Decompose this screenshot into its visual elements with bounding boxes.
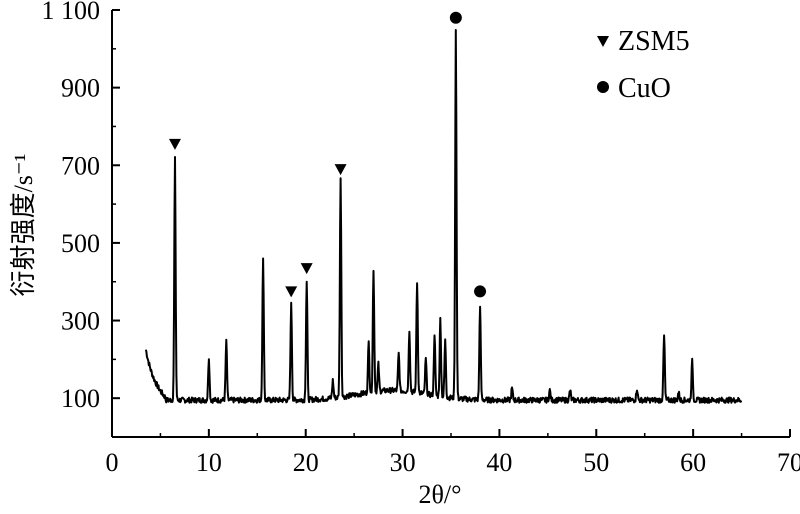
legend-cuo-marker [597, 81, 609, 93]
y-tick-label: 1 100 [42, 0, 101, 25]
diffraction-pattern-line [144, 29, 743, 404]
y-tick-label: 700 [61, 151, 100, 180]
cuo-peak-marker [474, 285, 487, 298]
legend: ZSM5 CuO [597, 26, 690, 104]
y-tick-label: 500 [61, 229, 100, 258]
legend-zsm5-marker [597, 36, 609, 47]
x-axis-title: 2θ/° [418, 480, 461, 509]
x-tick-label: 50 [583, 448, 609, 477]
x-tick-label: 40 [486, 448, 512, 477]
cuo-peak-marker [449, 11, 462, 24]
x-tick-label: 70 [777, 448, 800, 477]
y-tick-label: 300 [61, 307, 100, 336]
y-ticks: 100 300 500 700 900 1 100 [42, 0, 120, 413]
x-tick-label: 20 [293, 448, 319, 477]
zsm5-peak-marker [300, 263, 313, 275]
legend-zsm5-label: ZSM5 [618, 26, 690, 57]
y-axis-title: 衍射强度/s⁻¹ [9, 154, 38, 297]
zsm5-peak-marker [168, 138, 181, 150]
y-tick-label: 100 [61, 384, 100, 413]
y-tick-label: 900 [61, 74, 100, 103]
zsm5-peak-marker [285, 286, 298, 298]
x-tick-label: 60 [680, 448, 706, 477]
x-tick-label: 0 [106, 448, 119, 477]
axes [111, 10, 790, 438]
legend-cuo-label: CuO [618, 73, 671, 104]
zsm5-peak-marker [334, 164, 347, 176]
x-tick-label: 30 [390, 448, 416, 477]
peak-markers [168, 11, 487, 298]
x-tick-label: 10 [196, 448, 222, 477]
x-ticks: 0 10 20 30 40 50 60 70 [106, 429, 800, 477]
